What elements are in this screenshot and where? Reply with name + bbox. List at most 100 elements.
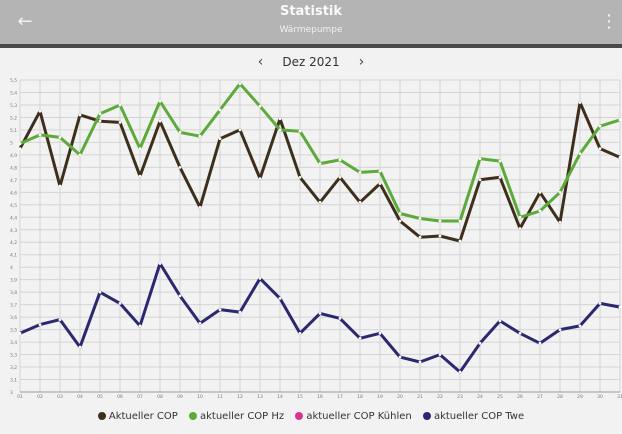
- data-point-cop-hz: [498, 159, 502, 163]
- legend-item-cop-twe[interactable]: aktueller COP Twe: [422, 411, 524, 422]
- data-point-aktueller-cop: [358, 200, 362, 204]
- y-tick-label: 3,4: [10, 340, 17, 346]
- legend-dot-cop-hz: [188, 412, 197, 420]
- data-point-cop-hz: [178, 131, 182, 134]
- y-tick-label: 3,6: [10, 315, 17, 321]
- data-point-cop-hz: [138, 147, 142, 151]
- x-tick-label: 28: [557, 394, 563, 400]
- y-tick-label: 3,8: [10, 290, 17, 296]
- x-tick-label: 03: [57, 394, 63, 400]
- y-tick-label: 5,3: [10, 103, 17, 109]
- data-point-cop-hz: [418, 217, 422, 220]
- x-tick-label: 24: [477, 394, 483, 400]
- data-point-cop-twe: [258, 277, 262, 280]
- page-subtitle: Wärmepumpe: [279, 25, 343, 35]
- data-point-aktueller-cop: [538, 190, 542, 194]
- data-point-aktueller-cop: [198, 205, 202, 209]
- more-vert-icon[interactable]: ⋮: [600, 11, 618, 32]
- data-point-aktueller-cop: [98, 119, 102, 123]
- data-point-cop-hz: [298, 129, 302, 133]
- data-point-cop-twe: [238, 310, 242, 314]
- x-tick-label: 31: [617, 394, 622, 400]
- data-point-aktueller-cop: [378, 182, 382, 185]
- x-tick-label: 21: [417, 394, 423, 400]
- x-tick-label: 02: [37, 394, 43, 400]
- data-point-cop-hz: [318, 162, 322, 166]
- data-point-cop-twe: [338, 316, 342, 320]
- x-tick-label: 12: [237, 394, 243, 400]
- data-point-cop-twe: [438, 353, 442, 356]
- next-month-button[interactable]: ›: [358, 54, 365, 70]
- data-point-cop-hz: [478, 157, 482, 161]
- x-tick-label: 07: [137, 394, 143, 400]
- data-point-cop-twe: [218, 308, 222, 312]
- x-tick-label: 08: [157, 394, 163, 400]
- x-tick-label: 19: [377, 394, 383, 400]
- legend-item-aktueller-cop[interactable]: Aktueller COP: [97, 411, 178, 422]
- month-navigator: ‹ Dez 2021 ›: [0, 54, 622, 72]
- data-point-cop-hz: [258, 104, 262, 108]
- data-point-cop-twe: [318, 311, 322, 315]
- legend-label-cop-hz: aktueller COP Hz: [199, 411, 285, 422]
- data-point-cop-twe: [358, 336, 362, 340]
- y-tick-label: 3,3: [10, 353, 17, 359]
- data-point-aktueller-cop: [178, 165, 182, 169]
- data-point-cop-twe: [138, 324, 142, 328]
- page-title: Statistik: [279, 4, 343, 19]
- legend-dot-cop-kuehlen: [295, 412, 304, 420]
- data-point-aktueller-cop: [138, 174, 142, 178]
- data-point-cop-hz: [598, 124, 602, 128]
- data-point-cop-hz: [38, 133, 42, 137]
- data-point-cop-twe: [38, 323, 42, 327]
- legend-item-cop-kuehlen[interactable]: aktueller COP Kühlen: [295, 411, 412, 422]
- x-tick-label: 09: [177, 394, 183, 400]
- y-tick-label: 4,3: [10, 228, 17, 234]
- data-point-cop-hz: [358, 170, 362, 174]
- data-point-cop-twe: [158, 262, 162, 265]
- x-tick-label: 10: [197, 394, 203, 400]
- prev-month-button[interactable]: ‹: [257, 54, 264, 70]
- y-tick-label: 5: [10, 140, 13, 146]
- data-point-cop-hz: [458, 219, 462, 223]
- data-point-aktueller-cop: [558, 220, 562, 224]
- data-point-cop-hz: [378, 169, 382, 173]
- data-point-aktueller-cop: [578, 101, 582, 104]
- arrow-left-icon[interactable]: ←: [17, 11, 33, 32]
- y-tick-label: 5,5: [10, 78, 17, 84]
- x-tick-label: 29: [577, 394, 583, 400]
- data-point-cop-hz: [58, 136, 62, 139]
- data-point-aktueller-cop: [598, 147, 602, 151]
- data-point-cop-twe: [418, 360, 422, 364]
- y-tick-label: 4,5: [10, 203, 17, 209]
- data-point-aktueller-cop: [38, 109, 42, 113]
- data-point-aktueller-cop: [118, 121, 122, 124]
- data-point-cop-twe: [498, 319, 502, 323]
- x-tick-label: 22: [437, 394, 443, 400]
- x-tick-label: 01: [17, 394, 23, 400]
- data-point-cop-twe: [118, 301, 122, 305]
- y-tick-label: 3,2: [10, 365, 17, 371]
- y-tick-label: 3,1: [10, 378, 17, 384]
- data-point-cop-twe: [578, 324, 582, 328]
- y-tick-label: 3,5: [10, 328, 17, 334]
- data-point-cop-hz: [438, 219, 442, 223]
- data-point-aktueller-cop: [618, 155, 622, 159]
- x-tick-label: 20: [397, 394, 403, 400]
- chart-legend: Aktueller COP aktueller COP Hz aktueller…: [0, 411, 622, 422]
- y-tick-label: 4,1: [10, 253, 17, 259]
- data-point-aktueller-cop: [458, 239, 462, 243]
- data-point-cop-hz: [578, 152, 582, 156]
- x-tick-label: 04: [77, 394, 83, 400]
- y-tick-label: 5,4: [10, 90, 17, 96]
- data-point-aktueller-cop: [218, 137, 222, 141]
- data-point-aktueller-cop: [258, 177, 262, 180]
- data-point-cop-hz: [618, 118, 622, 122]
- x-tick-label: 13: [257, 394, 263, 400]
- x-tick-label: 14: [277, 394, 283, 400]
- data-point-cop-twe: [518, 331, 522, 335]
- data-point-aktueller-cop: [278, 117, 282, 121]
- legend-item-cop-hz[interactable]: aktueller COP Hz: [188, 411, 285, 422]
- cop-line-chart: 3 3,1 3,2 3,3 3,4 3,5 3,6 3,7 3,8 3,9 4 4,1 4,2 4,3 4,…: [10, 78, 622, 400]
- y-tick-label: 4,8: [10, 165, 17, 171]
- legend-label-aktueller-cop: Aktueller COP: [108, 411, 178, 422]
